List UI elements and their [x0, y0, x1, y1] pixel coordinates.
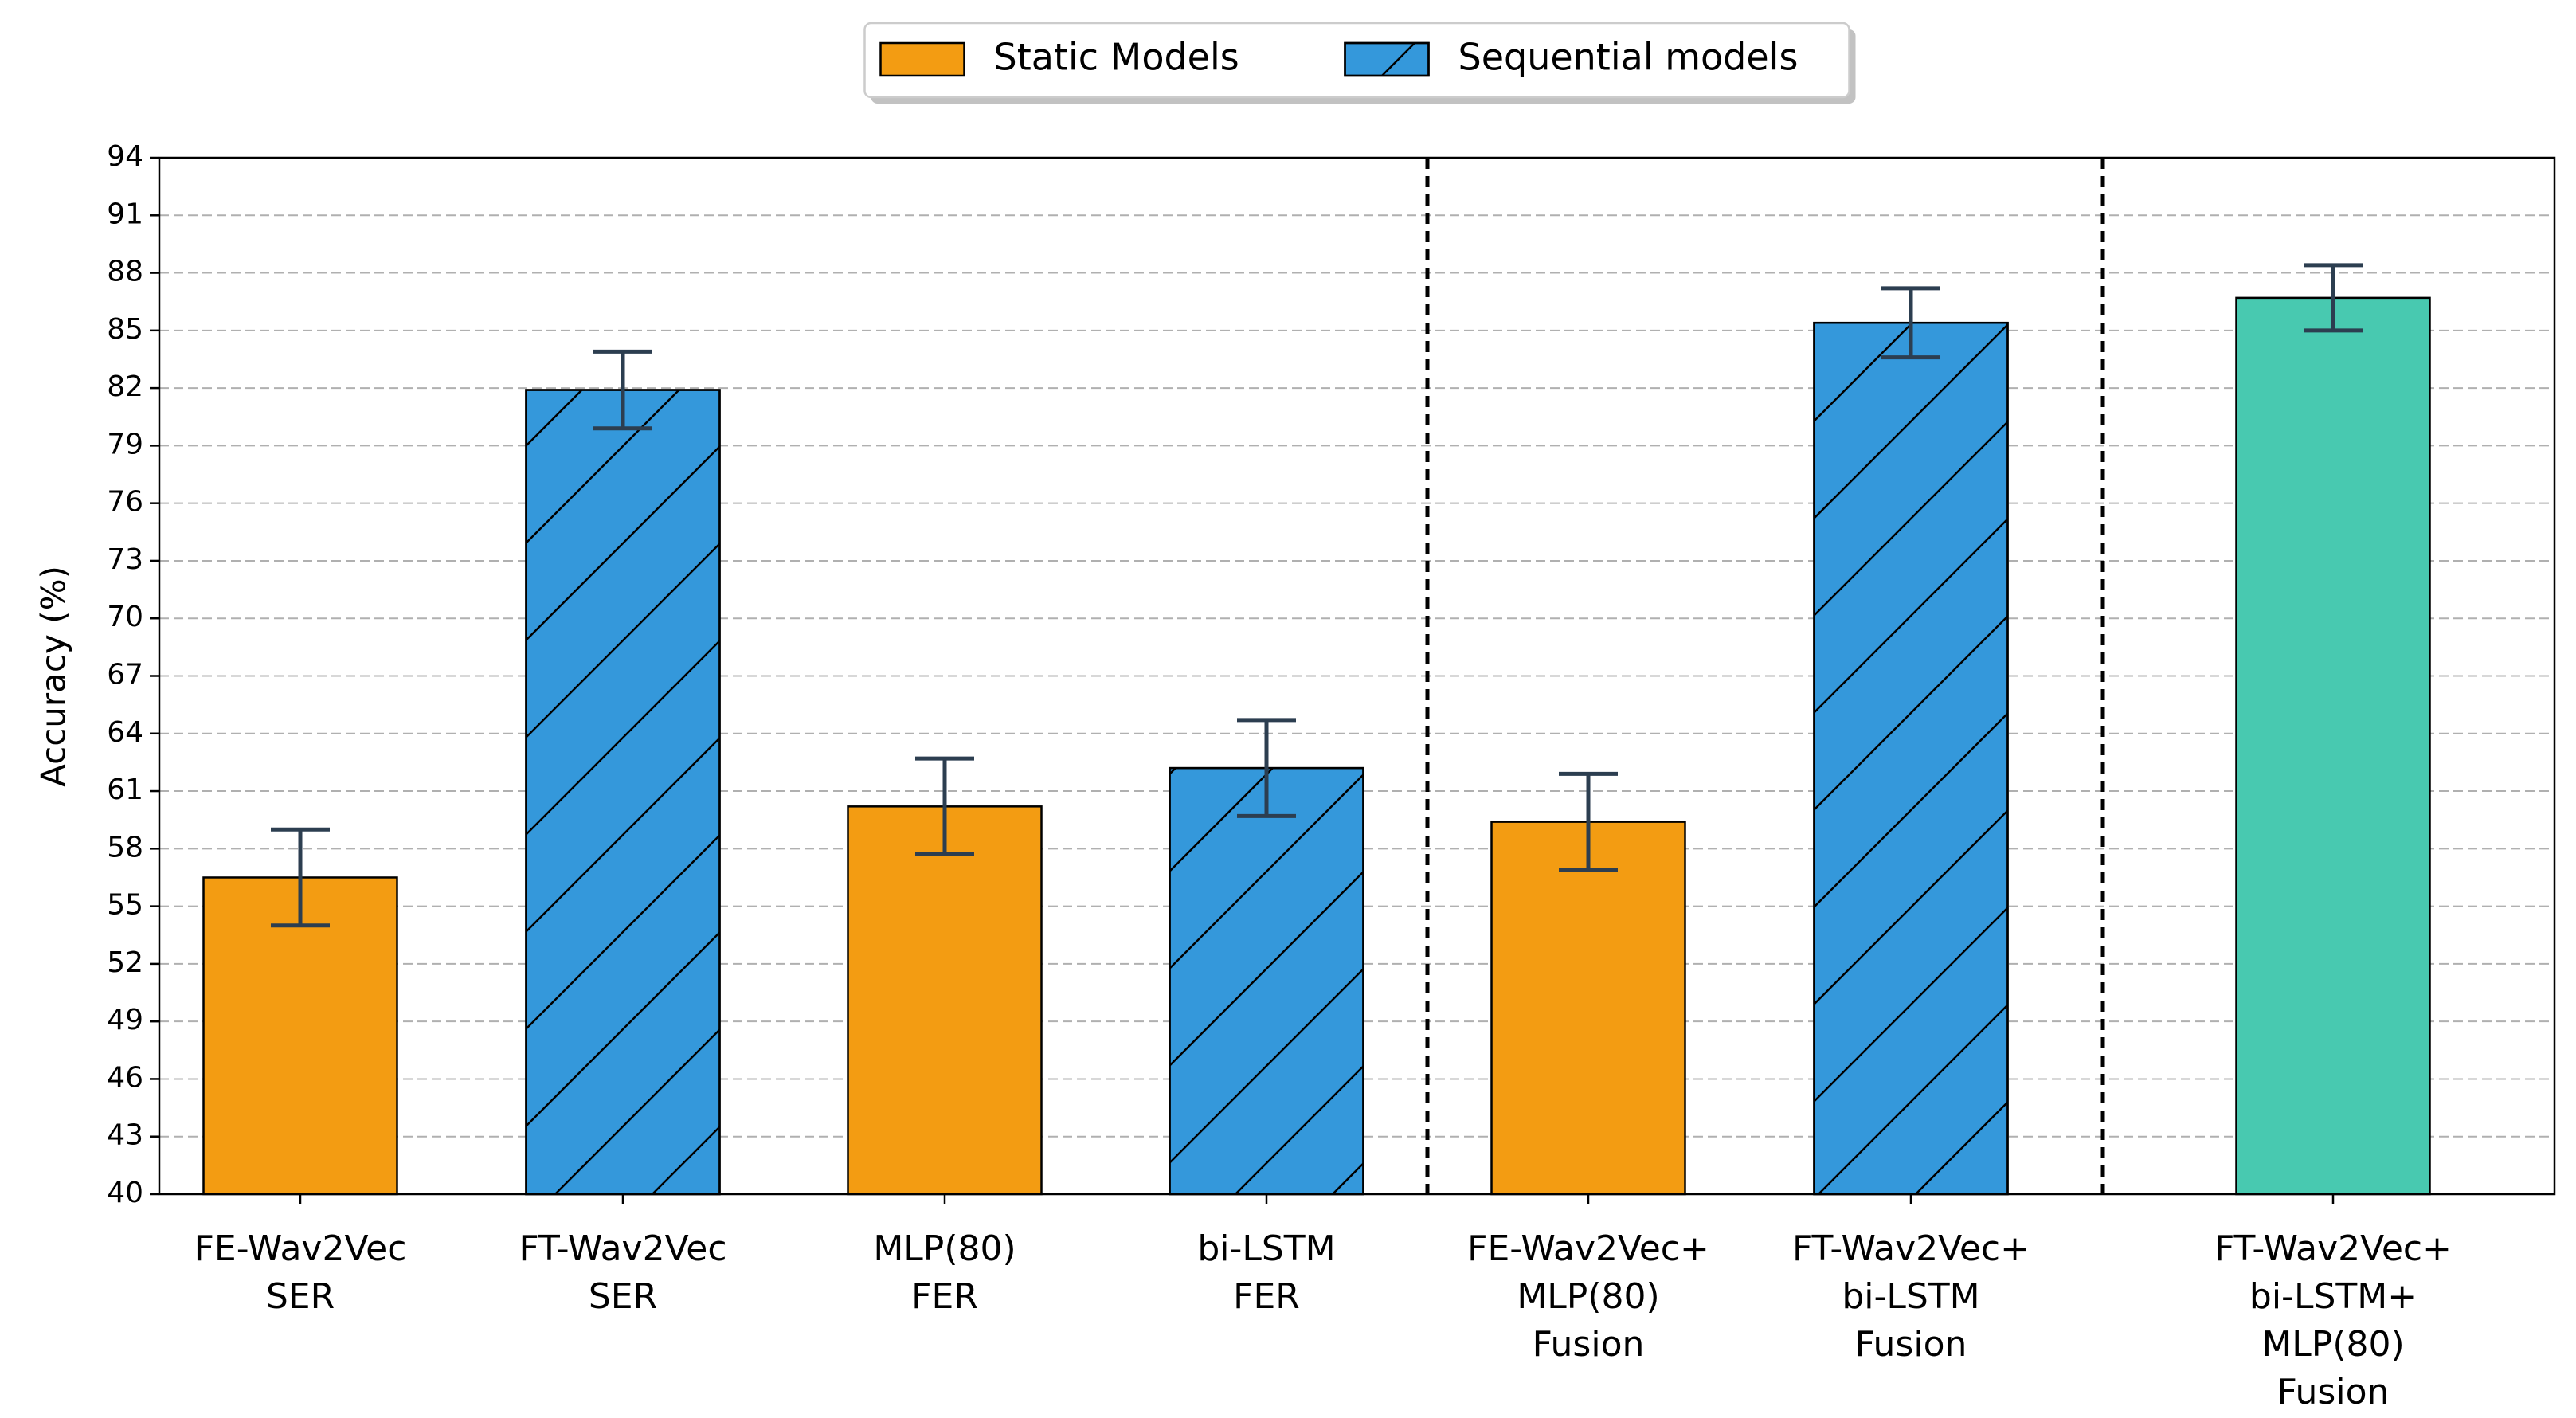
legend-swatch-hatch [1344, 41, 1430, 77]
y-tick-label: 58 [107, 831, 143, 864]
y-tick-label: 79 [107, 428, 143, 460]
x-tick-label: FT-Wav2Vec+ bi-LSTM Fusion [1792, 1228, 2030, 1365]
bar [847, 805, 1043, 1196]
error-bar [1237, 718, 1296, 818]
bar [2235, 296, 2431, 1196]
x-tick-label: bi-LSTM FER [1197, 1228, 1335, 1317]
y-tick-label: 64 [107, 716, 143, 749]
bar [202, 876, 398, 1196]
y-tick-label: 88 [107, 256, 143, 288]
legend-label: Static Models [994, 36, 1239, 79]
y-tick-label: 46 [107, 1061, 143, 1094]
bar-hatch [1813, 321, 2009, 1196]
legend-label: Sequential models [1458, 36, 1799, 79]
x-tick-label: FT-Wav2Vec+ bi-LSTM+ MLP(80) Fusion [2214, 1228, 2452, 1412]
bar [1490, 821, 1686, 1196]
x-tick-label: MLP(80) FER [873, 1228, 1016, 1317]
y-tick-label: 85 [107, 313, 143, 346]
y-tick-label: 94 [107, 140, 143, 173]
y-tick-label: 61 [107, 774, 143, 806]
error-bar [915, 756, 974, 857]
x-tick-label: FE-Wav2Vec+ MLP(80) Fusion [1467, 1228, 1709, 1365]
error-bar [1881, 286, 1940, 360]
bar-hatch [1169, 766, 1364, 1196]
x-tick-label: FT-Wav2Vec SER [519, 1228, 726, 1317]
y-tick-label: 91 [107, 198, 143, 230]
y-tick-label: 52 [107, 946, 143, 979]
y-tick-label: 40 [107, 1177, 143, 1209]
y-tick-label: 55 [107, 889, 143, 922]
legend-swatch [879, 41, 965, 77]
error-bar [593, 349, 652, 431]
legend: Static Models Sequential models [863, 22, 1856, 104]
error-bar [1559, 771, 1618, 872]
y-tick-label: 49 [107, 1004, 143, 1036]
y-tick-label: 67 [107, 659, 143, 691]
bars [202, 263, 2431, 1196]
y-tick-label: 82 [107, 370, 143, 403]
bar-hatch [525, 389, 721, 1196]
x-tick-label: FE-Wav2Vec SER [194, 1228, 407, 1317]
y-tick-label: 43 [107, 1119, 143, 1152]
y-tick-label: 76 [107, 486, 143, 519]
error-bar [271, 827, 330, 928]
y-tick-label: 70 [107, 601, 143, 633]
error-bar [2304, 263, 2363, 333]
y-tick-label: 73 [107, 543, 143, 576]
y-axis-label: Accuracy (%) [34, 566, 73, 787]
